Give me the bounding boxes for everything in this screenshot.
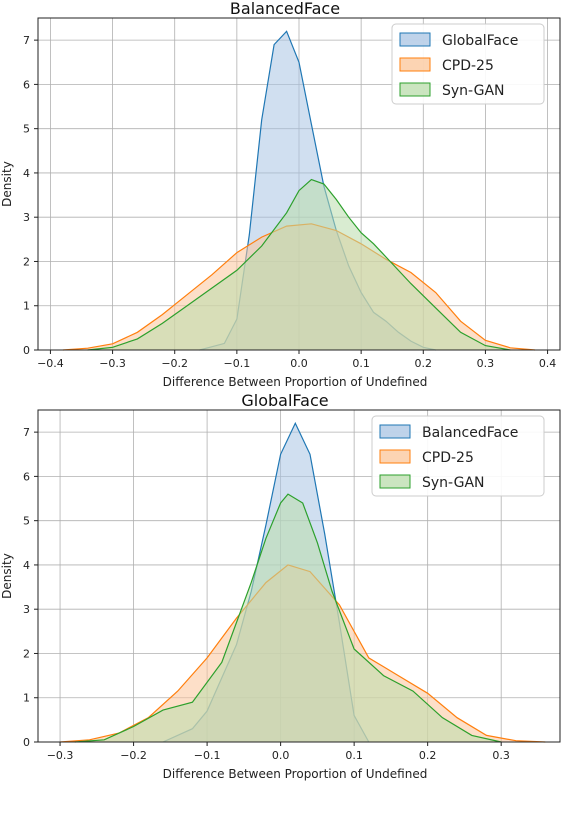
legend: BalancedFace CPD-25 Syn-GAN — [371, 415, 545, 497]
y-tick-label: 7 — [23, 426, 30, 439]
x-tick-label: −0.3 — [47, 749, 74, 762]
x-axis-label: Difference Between Proportion of Undefin… — [163, 767, 428, 781]
chart-title: BalancedFace — [230, 0, 340, 18]
x-tick-label: 0.4 — [539, 357, 557, 370]
y-tick-label: 1 — [23, 300, 30, 313]
y-tick-label: 5 — [23, 123, 30, 136]
y-tick-label: 1 — [23, 692, 30, 705]
y-tick-label: 0 — [23, 344, 30, 357]
x-tick-label: −0.2 — [120, 749, 147, 762]
y-tick-label: 4 — [23, 167, 30, 180]
x-tick-label: −0.1 — [194, 749, 221, 762]
y-axis-label: Density — [0, 553, 14, 599]
x-tick-label: 0.0 — [272, 749, 290, 762]
legend-label: CPD-25 — [422, 450, 474, 466]
x-tick-label: −0.3 — [99, 357, 126, 370]
x-tick-label: 0.2 — [419, 749, 437, 762]
legend-box — [371, 415, 545, 497]
x-tick-label: 0.2 — [415, 357, 433, 370]
legend-swatch — [379, 474, 411, 489]
chart-1: −0.4 −0.3 −0.2 −0.1 0.0 0.1 0.2 0.3 0.4 0 1 2 3 4 5 6 7 B… — [0, 0, 561, 389]
x-tick-label: 0.0 — [290, 357, 308, 370]
legend-label: Syn-GAN — [442, 83, 505, 99]
y-tick-label: 6 — [23, 78, 30, 91]
chart-2: −0.3 −0.2 −0.1 0.0 0.1 0.2 0.3 0 1 2 3 4 5 6 7 GlobalFa… — [0, 391, 561, 781]
legend-swatch — [399, 82, 431, 97]
series-area-3 — [87, 179, 511, 350]
y-tick-label: 2 — [23, 647, 30, 660]
legend-swatch — [399, 32, 431, 47]
x-tick-label: −0.2 — [161, 357, 188, 370]
y-tick-label: 3 — [23, 603, 30, 616]
legend-label: CPD-25 — [442, 58, 494, 74]
x-tick-label: −0.4 — [37, 357, 64, 370]
chart-title: GlobalFace — [241, 391, 328, 410]
x-tick-label: 0.3 — [477, 357, 495, 370]
y-tick-label: 3 — [23, 211, 30, 224]
y-tick-label: 5 — [23, 515, 30, 528]
legend-swatch — [399, 57, 431, 72]
x-axis-label: Difference Between Proportion of Undefin… — [163, 375, 428, 389]
legend-swatch — [379, 449, 411, 464]
legend: GlobalFace CPD-25 Syn-GAN — [391, 23, 545, 105]
y-tick-label: 4 — [23, 559, 30, 572]
y-tick-label: 6 — [23, 470, 30, 483]
series-line-3 — [87, 178, 511, 351]
legend-label: BalancedFace — [422, 425, 518, 441]
x-tick-label: 0.3 — [492, 749, 510, 762]
series-area-3 — [74, 494, 502, 742]
plot-frame — [37, 409, 561, 743]
legend-swatch — [379, 424, 411, 439]
x-tick-label: 0.1 — [352, 357, 370, 370]
legend-label: Syn-GAN — [422, 475, 485, 491]
x-tick-label: −0.1 — [223, 357, 250, 370]
y-tick-label: 7 — [23, 34, 30, 47]
y-tick-label: 0 — [23, 736, 30, 749]
series-line-3 — [74, 493, 502, 743]
legend-label: GlobalFace — [442, 33, 518, 49]
y-axis-label: Density — [0, 161, 14, 207]
y-tick-label: 2 — [23, 255, 30, 268]
x-tick-label: 0.1 — [345, 749, 363, 762]
